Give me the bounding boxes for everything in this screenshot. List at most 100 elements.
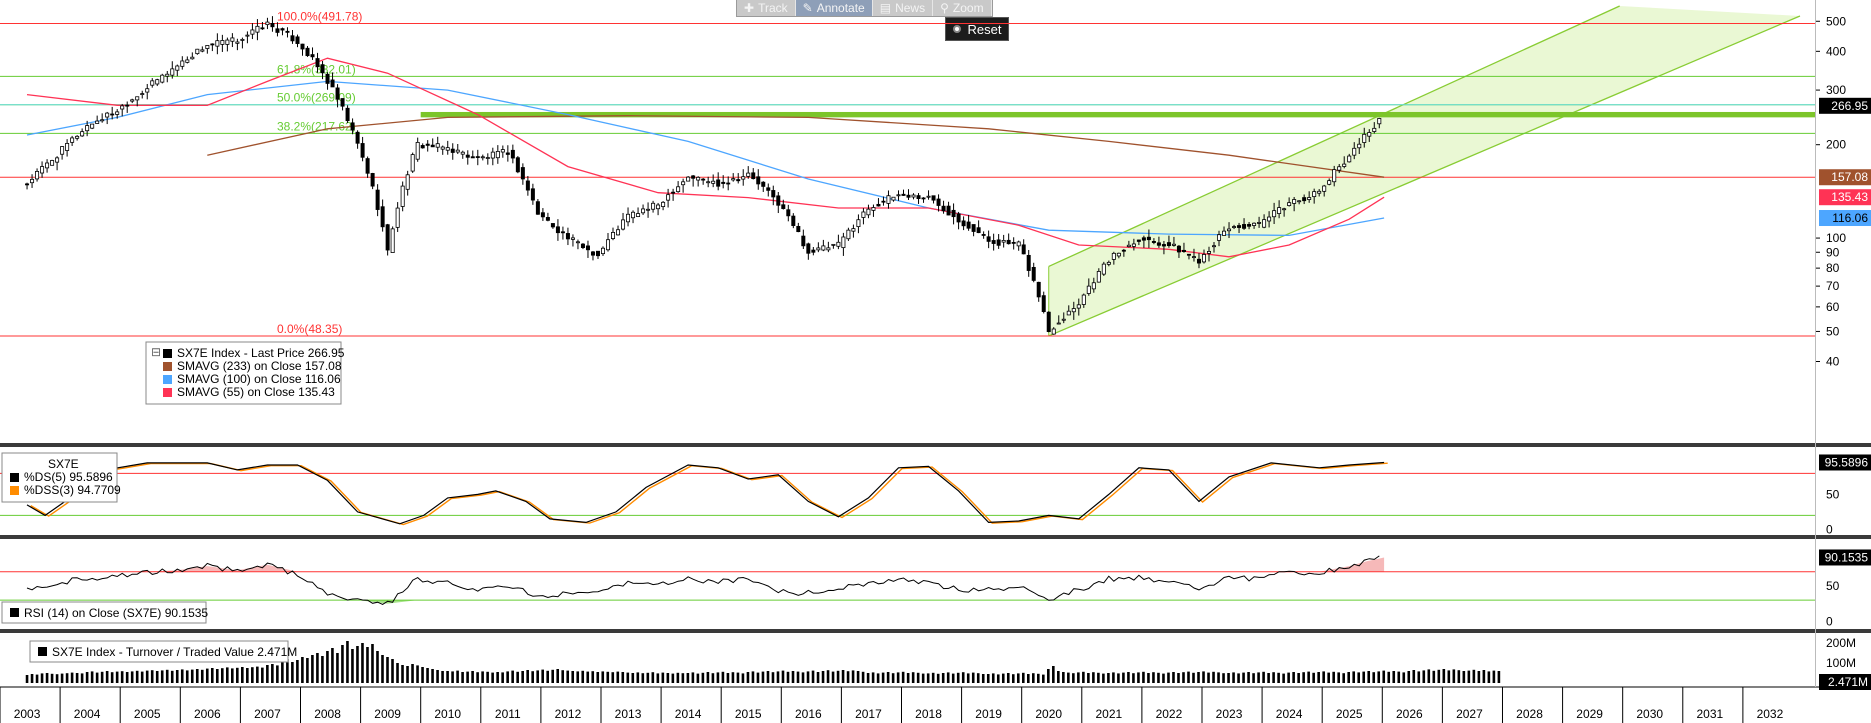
candle-body [350, 122, 355, 131]
candle-body [535, 201, 540, 215]
candle-body [190, 56, 195, 60]
turnover-bar [1452, 669, 1456, 683]
candle-body [400, 185, 405, 207]
turnover-legend-swatch [38, 647, 47, 656]
candle-body [926, 195, 931, 198]
candle [300, 43, 305, 56]
candle [355, 130, 360, 149]
candle [475, 149, 480, 166]
turnover-bar [616, 671, 620, 683]
turnover-y-label: 200M [1826, 636, 1856, 650]
candle-body [505, 152, 510, 155]
candle-body [1096, 271, 1101, 283]
zoom-button[interactable]: ⚲ Zoom [933, 0, 992, 16]
turnover-bar [80, 673, 84, 683]
candle [1191, 248, 1196, 262]
x-tick-label: 2015 [735, 707, 762, 721]
candle-body [1171, 243, 1176, 246]
turnover-bar [1102, 673, 1105, 683]
candle-body [736, 179, 741, 182]
candle-body [816, 247, 821, 251]
candle [525, 175, 530, 196]
candle [545, 212, 550, 222]
candle [1111, 251, 1116, 265]
track-button[interactable]: ✚ Track [737, 0, 796, 16]
y-tick-label: 90 [1826, 245, 1840, 259]
sma55-tag-bg [1819, 189, 1871, 206]
candle [465, 150, 470, 165]
candle [1056, 315, 1061, 325]
x-tick-label: 2010 [434, 707, 461, 721]
y-tick-label: 300 [1826, 83, 1846, 97]
candle [415, 137, 420, 162]
turnover-bar [301, 657, 304, 683]
news-button[interactable]: ▤ News [873, 0, 934, 16]
candle [626, 207, 631, 227]
candle [490, 147, 495, 166]
candle-body [110, 113, 115, 116]
candle-body [510, 149, 515, 159]
turnover-bar [771, 672, 775, 683]
candle-body [465, 154, 470, 158]
turnover-bar [1077, 672, 1080, 683]
candle-body [1121, 249, 1126, 252]
turnover-bar [45, 673, 49, 683]
candle-body [781, 204, 786, 209]
x-tick-label: 2004 [74, 707, 101, 721]
candle [881, 196, 886, 206]
candle-body [75, 135, 80, 139]
turnover-bar [1142, 671, 1145, 683]
candle-body [95, 120, 100, 124]
candle [696, 176, 701, 187]
sma100-line [26, 80, 1385, 237]
turnover-bar [791, 671, 795, 683]
candle [215, 33, 220, 55]
turnover-bar [241, 667, 244, 683]
candle [1076, 298, 1081, 316]
candle-body [1146, 236, 1151, 241]
turnover-bar [1457, 670, 1461, 683]
reset-button[interactable]: Reset [945, 17, 1009, 41]
candle-body [115, 111, 120, 115]
y-tick-label: 400 [1826, 44, 1846, 58]
turnover-bar [1162, 673, 1165, 683]
turnover-bar [1187, 671, 1190, 683]
candle-body [1061, 318, 1066, 321]
candle [440, 145, 445, 155]
candle [1302, 194, 1307, 205]
x-tick-label: 2003 [14, 707, 41, 721]
candle-body [656, 204, 661, 210]
turnover-bar [1317, 672, 1320, 683]
candle-body [435, 143, 440, 148]
candle [70, 135, 75, 146]
turnover-bar [1467, 670, 1471, 683]
candle-body [1141, 237, 1146, 241]
candle [771, 185, 776, 206]
candle [485, 153, 490, 165]
candle-body [245, 34, 250, 37]
turnover-bar [150, 670, 154, 683]
candle-body [355, 131, 360, 144]
candle [1146, 229, 1151, 248]
stoch-y-label: 0 [1826, 522, 1833, 536]
candle [641, 204, 646, 215]
turnover-bar [1477, 671, 1481, 683]
candle [1086, 278, 1091, 296]
turnover-bar [60, 673, 64, 683]
candle-body [1091, 282, 1096, 290]
y-tick-label: 60 [1826, 300, 1840, 314]
turnover-bar [105, 671, 109, 683]
candle-body [80, 131, 85, 137]
regression-channel [1048, 6, 1800, 336]
turnover-bar [536, 670, 539, 683]
annotate-button[interactable]: ✎ Annotate [795, 0, 873, 16]
turnover-bar [225, 667, 229, 683]
candle [80, 128, 85, 137]
turnover-bar [95, 672, 99, 683]
candle-body [996, 239, 1001, 246]
candle [921, 197, 926, 203]
candle-body [621, 219, 626, 230]
candle-body [806, 243, 811, 254]
candle-body [455, 149, 460, 153]
